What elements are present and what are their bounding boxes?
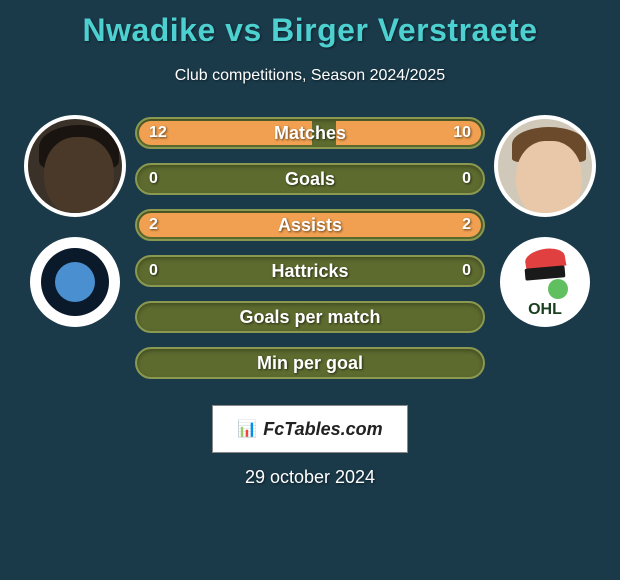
stat-label: Goals per match — [239, 307, 380, 328]
stat-label: Matches — [274, 123, 346, 144]
stat-bar: 0 0 Goals — [135, 163, 485, 195]
stat-bar: 0 0 Hattricks — [135, 255, 485, 287]
stat-label: Assists — [278, 215, 342, 236]
stat-bar: Goals per match — [135, 301, 485, 333]
player-left-column — [15, 115, 135, 327]
stat-left-value: 0 — [149, 170, 158, 188]
stat-row: 12 10 Matches — [135, 117, 485, 149]
stat-left-value: 0 — [149, 262, 158, 280]
club-badge-right: OHL — [500, 237, 590, 327]
stat-left-value: 2 — [149, 216, 158, 234]
comparison-row: 12 10 Matches 0 0 Goals 2 2 Assists 0 0 Hattricks Go… — [0, 115, 620, 393]
stats-bars: 12 10 Matches 0 0 Goals 2 2 Assists 0 0 Hattricks Go… — [135, 115, 485, 393]
chart-icon: 📊 — [237, 419, 257, 439]
footer-date: 29 october 2024 — [0, 467, 620, 488]
stat-label: Goals — [285, 169, 335, 190]
player-right-avatar — [494, 115, 596, 217]
stat-right-value: 0 — [462, 170, 471, 188]
stat-row: 0 0 Hattricks — [135, 255, 485, 287]
player-left-avatar — [24, 115, 126, 217]
club-badge-left — [30, 237, 120, 327]
stat-label: Hattricks — [271, 261, 348, 282]
stat-bar: 2 2 Assists — [135, 209, 485, 241]
stat-left-value: 12 — [149, 124, 167, 142]
player-right-column: OHL — [485, 115, 605, 327]
stat-right-value: 10 — [453, 124, 471, 142]
club-badge-right-text: OHL — [500, 301, 590, 319]
stat-row: 0 0 Goals — [135, 163, 485, 195]
subtitle: Club competitions, Season 2024/2025 — [0, 67, 620, 85]
stat-bar: 12 10 Matches — [135, 117, 485, 149]
stat-right-value: 0 — [462, 262, 471, 280]
stat-label: Min per goal — [257, 353, 363, 374]
footer-site: FcTables.com — [263, 419, 382, 440]
stat-right-value: 2 — [462, 216, 471, 234]
footer-logo: 📊 FcTables.com — [212, 405, 408, 453]
stat-bar: Min per goal — [135, 347, 485, 379]
stat-row: Min per goal — [135, 347, 485, 379]
stat-row: 2 2 Assists — [135, 209, 485, 241]
stat-row: Goals per match — [135, 301, 485, 333]
page-title: Nwadike vs Birger Verstraete — [0, 0, 620, 49]
